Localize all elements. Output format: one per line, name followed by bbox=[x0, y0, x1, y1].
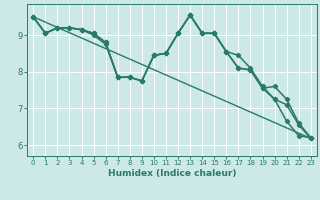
X-axis label: Humidex (Indice chaleur): Humidex (Indice chaleur) bbox=[108, 169, 236, 178]
